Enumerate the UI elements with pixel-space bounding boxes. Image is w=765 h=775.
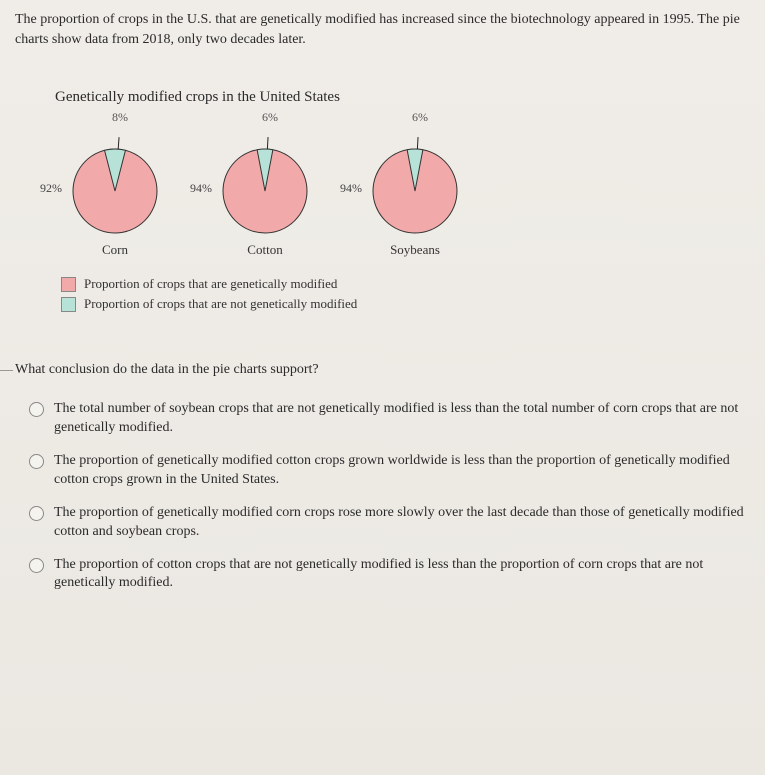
radio-icon[interactable] (29, 402, 44, 417)
gm-pct-label: 94% (190, 181, 212, 196)
choice-0[interactable]: The total number of soybean crops that a… (29, 400, 750, 438)
intro-text: The proportion of crops in the U.S. that… (15, 10, 750, 49)
legend-row: Proportion of crops that are not genetic… (61, 296, 750, 312)
pie-cotton: 6% 94% Cotton (205, 110, 325, 258)
choices-list: The total number of soybean crops that a… (15, 400, 750, 593)
crop-name: Corn (102, 242, 128, 258)
pie-chart: 94% (215, 126, 315, 236)
legend-text: Proportion of crops that are not genetic… (84, 296, 357, 312)
question-block: What conclusion do the data in the pie c… (15, 362, 750, 593)
legend-swatch (61, 297, 76, 312)
question-text: What conclusion do the data in the pie c… (15, 362, 750, 378)
chart-area: Genetically modified crops in the United… (55, 89, 750, 312)
choice-3[interactable]: The proportion of cotton crops that are … (29, 556, 750, 594)
choice-text: The proportion of genetically modified c… (54, 452, 750, 490)
radio-icon[interactable] (29, 454, 44, 469)
choice-2[interactable]: The proportion of genetically modified c… (29, 504, 750, 542)
pie-chart: 92% (65, 126, 165, 236)
pie-chart: 94% (365, 126, 465, 236)
pie-corn: 8% 92% Corn (55, 110, 175, 258)
legend-swatch (61, 277, 76, 292)
legend: Proportion of crops that are genetically… (61, 276, 750, 312)
legend-row: Proportion of crops that are genetically… (61, 276, 750, 292)
choice-1[interactable]: The proportion of genetically modified c… (29, 452, 750, 490)
choice-text: The proportion of genetically modified c… (54, 504, 750, 542)
crop-name: Soybeans (390, 242, 440, 258)
pie-soybeans: 6% 94% Soybeans (355, 110, 475, 258)
non-gm-pct-label: 8% (112, 110, 128, 126)
radio-icon[interactable] (29, 506, 44, 521)
non-gm-pct-label: 6% (262, 110, 278, 126)
choice-text: The total number of soybean crops that a… (54, 400, 750, 438)
crop-name: Cotton (247, 242, 282, 258)
radio-icon[interactable] (29, 558, 44, 573)
pies-row: 8% 92% Corn 6% 94% Cotton 6% 94% Soybean… (55, 110, 750, 258)
chart-title: Genetically modified crops in the United… (55, 89, 750, 106)
gm-pct-label: 94% (340, 181, 362, 196)
legend-text: Proportion of crops that are genetically… (84, 276, 337, 292)
non-gm-pct-label: 6% (412, 110, 428, 126)
choice-text: The proportion of cotton crops that are … (54, 556, 750, 594)
gm-pct-label: 92% (40, 181, 62, 196)
